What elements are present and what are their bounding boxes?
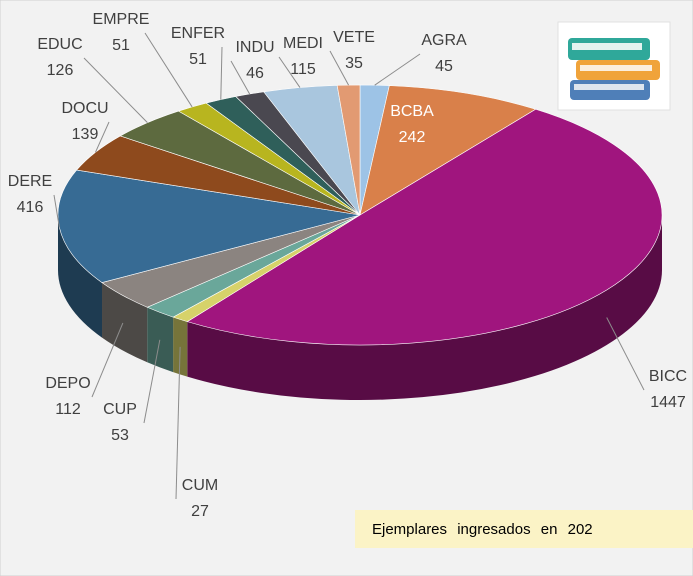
leader-line — [374, 53, 421, 86]
slice-side — [187, 215, 662, 400]
slice-label: ENFER — [171, 25, 225, 42]
slice-value: 1447 — [650, 394, 686, 411]
slice-value: 112 — [55, 401, 81, 418]
slice — [186, 108, 663, 346]
leader-line — [230, 60, 251, 95]
slice-value: 51 — [112, 37, 130, 54]
books-icon — [557, 21, 671, 111]
leader-line — [143, 339, 161, 424]
leader-line — [220, 46, 223, 100]
slice-value: 45 — [435, 58, 453, 75]
slice-value: 115 — [290, 61, 316, 78]
leader-line — [91, 322, 124, 398]
slice-side — [147, 307, 174, 373]
slice-value: 242 — [399, 129, 426, 146]
slice-label: CUP — [103, 401, 137, 418]
slice-label: BICC — [649, 368, 687, 385]
slice-label: MEDI — [283, 35, 323, 52]
slice-label: DOCU — [61, 100, 108, 117]
slice-label: BCBA — [390, 103, 434, 120]
slice-value: 51 — [189, 51, 207, 68]
leader-line — [175, 346, 181, 500]
annotation: Ejemplares ingresados en 202 — [372, 521, 593, 538]
slice-label: DERE — [8, 173, 52, 190]
slice-label: INDU — [235, 39, 274, 56]
slice-value: 35 — [345, 55, 363, 72]
leader-line — [144, 32, 193, 108]
slice-label: CUM — [182, 477, 218, 494]
slice-side — [173, 317, 188, 377]
slice-value: 126 — [47, 62, 74, 79]
slice-label: VETE — [333, 29, 375, 46]
slice-label: DEPO — [45, 375, 90, 392]
slice-label: AGRA — [421, 32, 467, 49]
labels: AGRA 45 BCBA 242 BICC 1447 CUM 27 CUP 53 DEPO 112 DE… — [8, 11, 687, 520]
leader-line — [53, 194, 60, 228]
annotation-box — [355, 510, 693, 548]
slice-side — [102, 282, 148, 363]
slice — [57, 169, 361, 283]
slice-value: 27 — [191, 503, 209, 520]
pie-sides — [58, 215, 662, 400]
slice-value: 139 — [72, 126, 99, 143]
slice — [359, 85, 537, 216]
slice-side — [58, 215, 103, 338]
slice-value: 416 — [17, 199, 44, 216]
slice-value: 46 — [246, 65, 264, 82]
leader-line — [95, 121, 110, 153]
slice-value: 53 — [111, 427, 129, 444]
leader-line — [83, 57, 148, 124]
leader-line — [278, 56, 301, 88]
leader-line — [606, 317, 645, 391]
slice-label: EMPRE — [93, 11, 150, 28]
leader-line — [329, 50, 350, 86]
pie-tops — [57, 84, 663, 346]
slice-label: EDUC — [37, 36, 82, 53]
